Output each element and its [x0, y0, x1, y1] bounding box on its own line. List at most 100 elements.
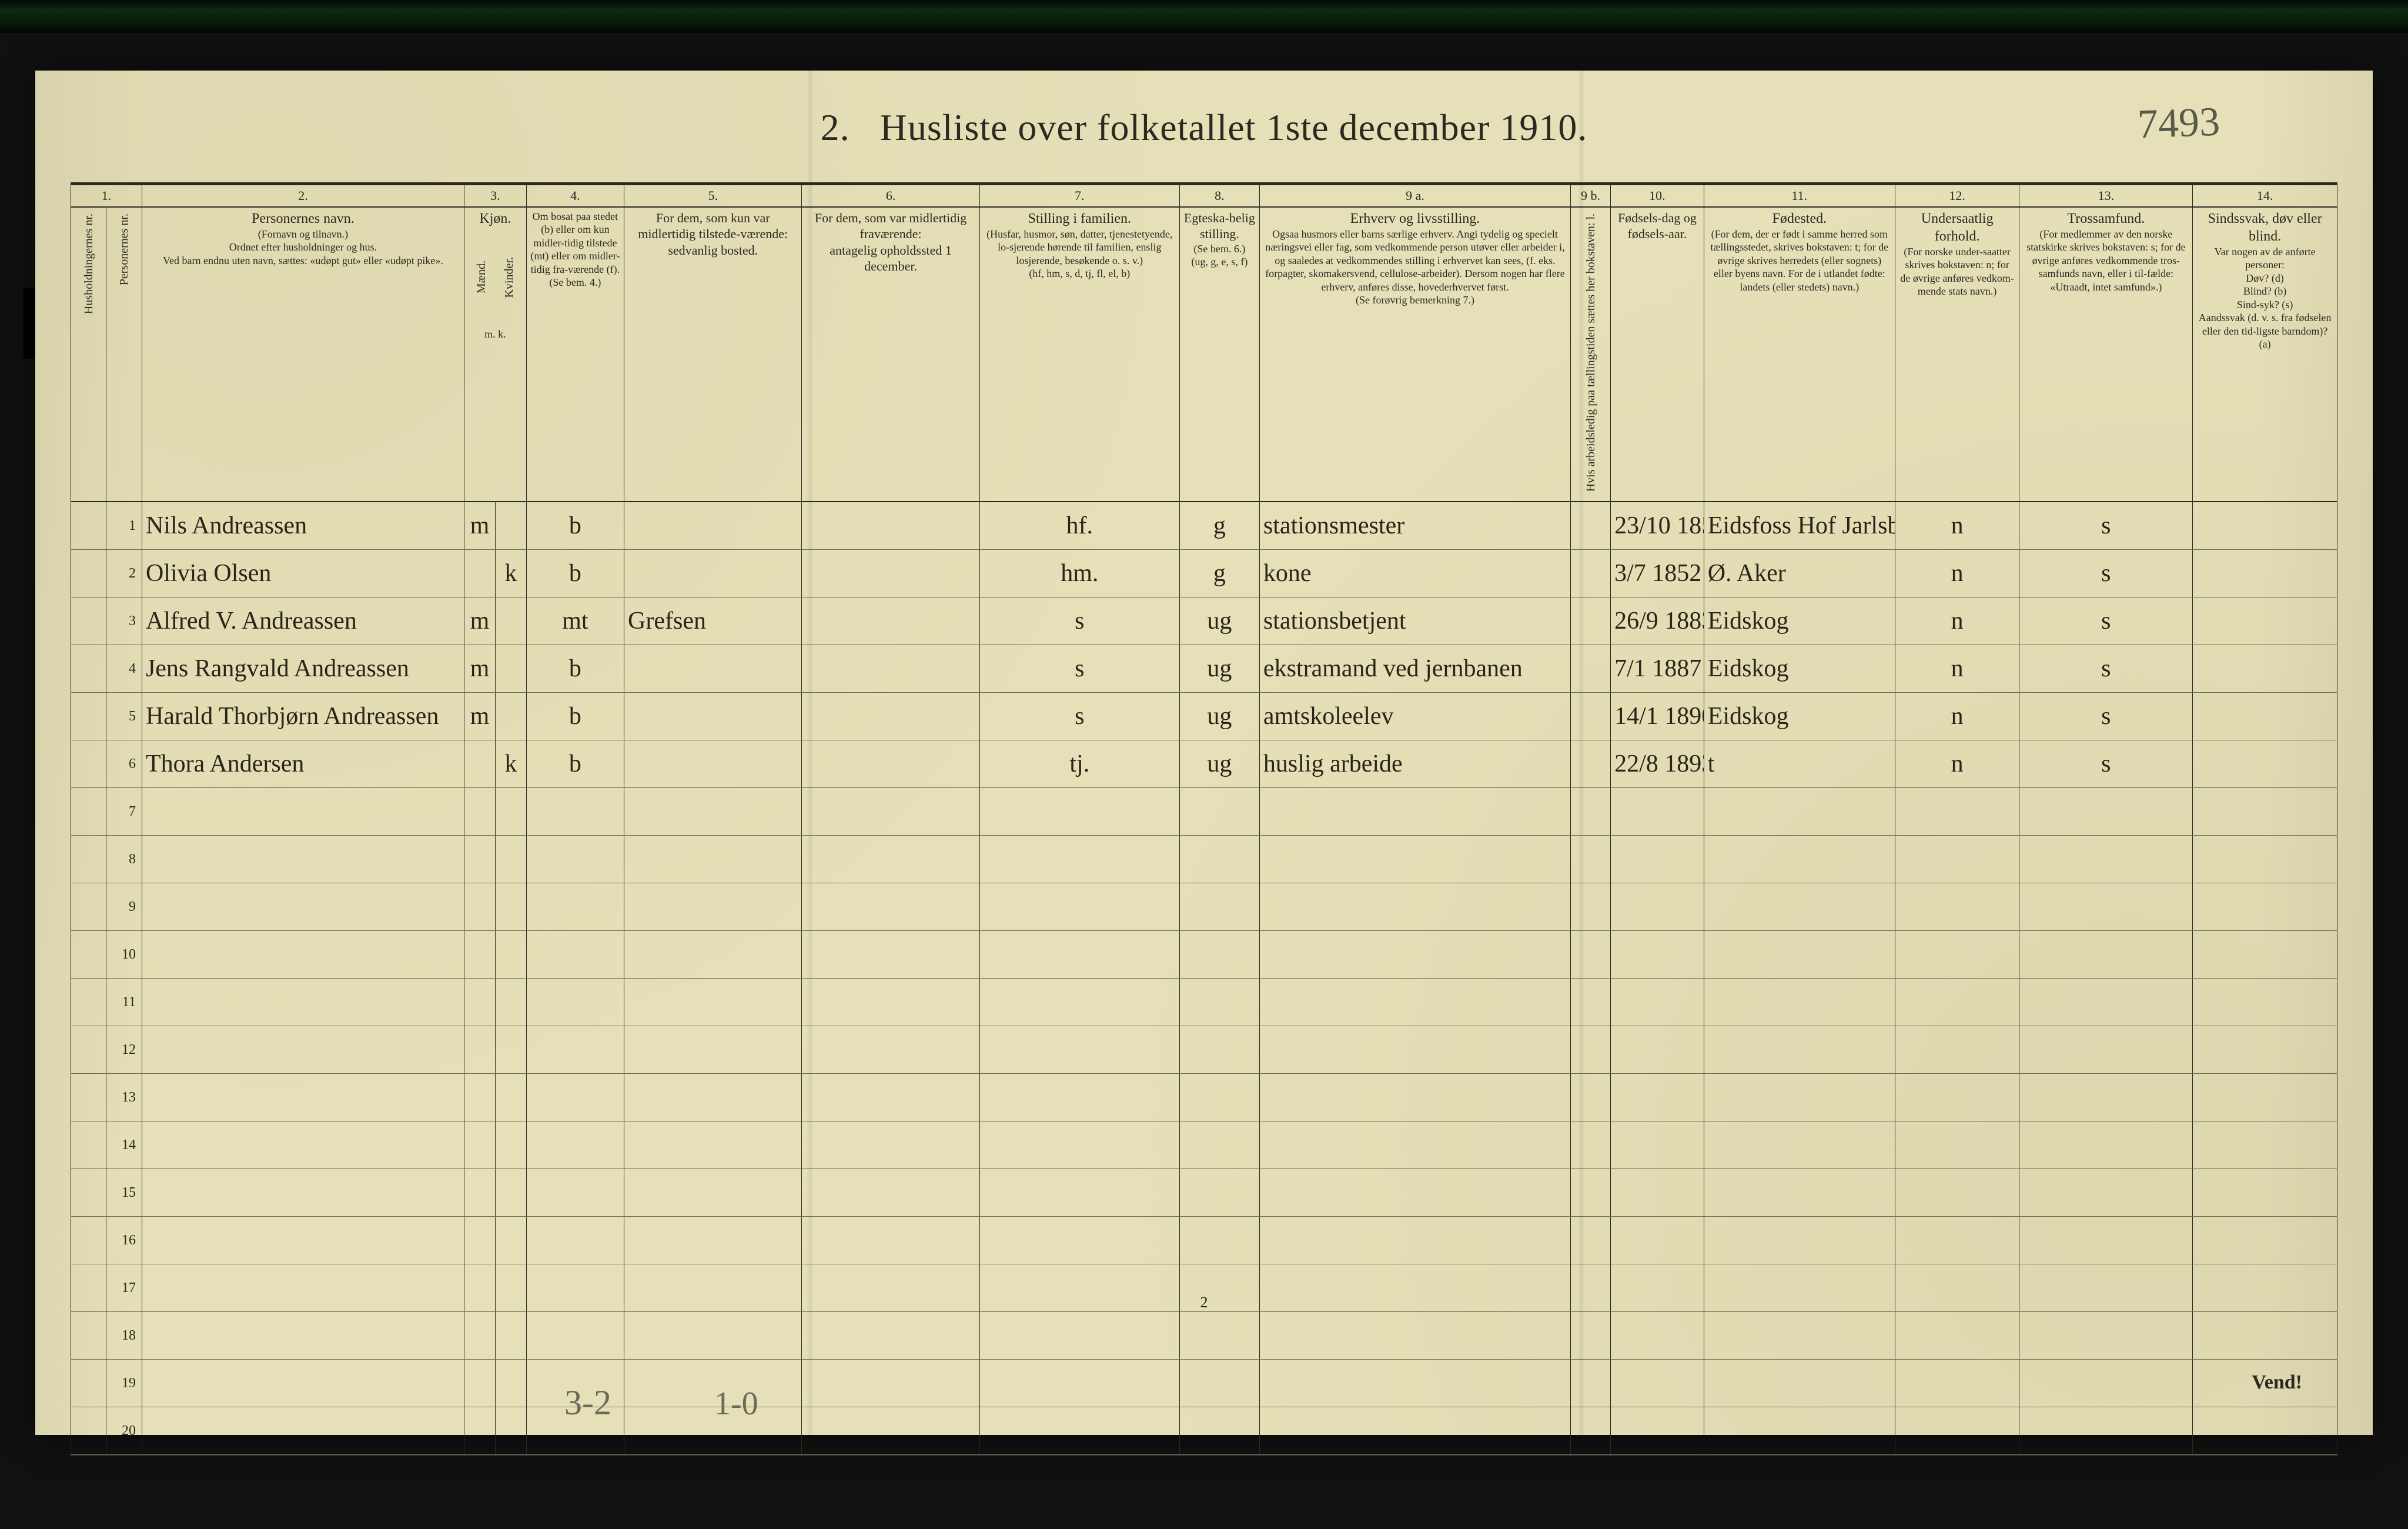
colnum-8: 8.: [1179, 185, 1259, 207]
cell-empty: [624, 1169, 802, 1217]
cell-empty: [1259, 788, 1570, 836]
cell-religion: s: [2019, 550, 2193, 597]
cell-empty: [1895, 1026, 2019, 1074]
cell-household-nr: [71, 1169, 106, 1217]
cell-person-nr: 13: [106, 1074, 142, 1121]
cell-occupation: huslig arbeide: [1259, 740, 1570, 788]
cell-empty: [979, 1217, 1179, 1264]
cell-empty: [1571, 1169, 1611, 1217]
cell-empty: [1259, 1407, 1570, 1455]
cell-name: Olivia Olsen: [142, 550, 464, 597]
cell-empty: [1704, 1312, 1895, 1360]
cell-empty: [142, 883, 464, 931]
table-row: 5Harald Thorbjørn Andreassenmbsugamtskol…: [71, 693, 2337, 740]
cell-empty: [2019, 931, 2193, 979]
cell-name: Alfred V. Andreassen: [142, 597, 464, 645]
cell-empty: [1895, 1312, 2019, 1360]
cell-whereabouts: [802, 550, 979, 597]
cell-birthdate: 22/8 1893: [1611, 740, 1704, 788]
cell-empty: [624, 788, 802, 836]
cell-person-nr: 12: [106, 1026, 142, 1074]
cell-birthplace: Eidskog: [1704, 645, 1895, 693]
cell-empty: [1259, 979, 1570, 1026]
cell-empty: [1259, 1074, 1570, 1121]
cell-empty: [464, 1026, 495, 1074]
cell-empty: [2019, 1312, 2193, 1360]
cell-empty: [142, 979, 464, 1026]
cell-empty: [142, 788, 464, 836]
cell-empty: [1704, 1026, 1895, 1074]
cell-household-nr: [71, 931, 106, 979]
cell-empty: [979, 788, 1179, 836]
cell-empty: [142, 1074, 464, 1121]
cell-nationality: n: [1895, 597, 2019, 645]
table-row: 8: [71, 836, 2337, 883]
colnum-6: 6.: [802, 185, 979, 207]
cell-household-nr: [71, 1312, 106, 1360]
cell-nationality: n: [1895, 645, 2019, 693]
colnum-3: 3.: [464, 185, 526, 207]
scanner-top-strip: [0, 0, 2408, 33]
cell-empty: [1571, 1312, 1611, 1360]
cell-household-nr: [71, 1026, 106, 1074]
table-row: 14: [71, 1121, 2337, 1169]
cell-empty: [624, 979, 802, 1026]
column-header-row: Husholdningernes nr. Personernes nr. Per…: [71, 207, 2337, 502]
cell-empty: [624, 1074, 802, 1121]
cell-person-nr: 5: [106, 693, 142, 740]
cell-person-nr: 18: [106, 1312, 142, 1360]
cell-empty: [1704, 883, 1895, 931]
cell-empty: [464, 1169, 495, 1217]
cell-empty: [526, 1026, 624, 1074]
table-row: 2Olivia Olsenkbhm.gkone3/7 1852Ø. Akerns: [71, 550, 2337, 597]
cell-empty: [1179, 1217, 1259, 1264]
cell-person-nr: 8: [106, 836, 142, 883]
cell-empty: [624, 931, 802, 979]
colnum-9a: 9 a.: [1259, 185, 1570, 207]
hdr-religion: Trossamfund. (For medlemmer av den norsk…: [2019, 207, 2193, 502]
cell-empty: [464, 836, 495, 883]
cell-empty: [979, 931, 1179, 979]
cell-household-nr: [71, 502, 106, 550]
cell-occupation: amtskoleelev: [1259, 693, 1570, 740]
cell-empty: [1179, 1360, 1259, 1407]
cell-person-nr: 20: [106, 1407, 142, 1455]
cell-empty: [142, 1121, 464, 1169]
cell-empty: [2019, 1360, 2193, 1407]
vend-label: Vend!: [2252, 1371, 2302, 1394]
cell-empty: [142, 1407, 464, 1455]
cell-marital: ug: [1179, 740, 1259, 788]
cell-empty: [1259, 1026, 1570, 1074]
table-row: 11: [71, 979, 2337, 1026]
cell-sex-k: k: [495, 740, 526, 788]
cell-empty: [2193, 883, 2337, 931]
cell-empty: [1179, 1312, 1259, 1360]
cell-empty: [464, 883, 495, 931]
cell-marital: ug: [1179, 597, 1259, 645]
cell-empty: [1611, 836, 1704, 883]
cell-empty: [1179, 1121, 1259, 1169]
cell-empty: [1571, 1217, 1611, 1264]
cell-family-position: s: [979, 597, 1179, 645]
cell-empty: [142, 1026, 464, 1074]
cell-empty: [2019, 883, 2193, 931]
cell-empty: [1179, 883, 1259, 931]
hdr-disability: Sindssvak, døv eller blind. Var nogen av…: [2193, 207, 2337, 502]
cell-sex-m: m: [464, 645, 495, 693]
cell-resident: b: [526, 502, 624, 550]
cell-person-nr: 19: [106, 1360, 142, 1407]
cell-empty: [526, 883, 624, 931]
hdr-birthdate: Fødsels-dag og fødsels-aar.: [1611, 207, 1704, 502]
hdr-birthplace: Fødested. (For dem, der er født i samme …: [1704, 207, 1895, 502]
cell-disability: [2193, 693, 2337, 740]
cell-marital: g: [1179, 502, 1259, 550]
table-row: 13: [71, 1074, 2337, 1121]
cell-sex-m: m: [464, 597, 495, 645]
cell-empty: [802, 931, 979, 979]
colnum-12: 12.: [1895, 185, 2019, 207]
hdr-usual-residence: For dem, som kun var midlertidig tilsted…: [624, 207, 802, 502]
cell-empty: [1179, 836, 1259, 883]
cell-empty: [802, 979, 979, 1026]
cell-empty: [2193, 1312, 2337, 1360]
cell-household-nr: [71, 550, 106, 597]
